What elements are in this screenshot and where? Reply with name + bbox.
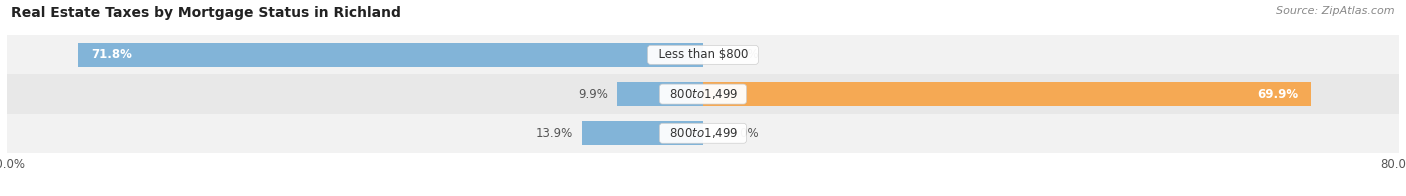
Text: Real Estate Taxes by Mortgage Status in Richland: Real Estate Taxes by Mortgage Status in … — [11, 6, 401, 20]
Text: 0.0%: 0.0% — [730, 127, 759, 140]
Bar — [703, 82, 1312, 106]
Text: 71.8%: 71.8% — [91, 48, 132, 61]
Text: $800 to $1,499: $800 to $1,499 — [662, 87, 744, 101]
Bar — [617, 82, 703, 106]
Text: 13.9%: 13.9% — [536, 127, 574, 140]
Text: 0.0%: 0.0% — [730, 48, 759, 61]
Bar — [7, 74, 1399, 114]
Bar — [7, 35, 1399, 74]
Text: Less than $800: Less than $800 — [651, 48, 755, 61]
Text: $800 to $1,499: $800 to $1,499 — [662, 126, 744, 140]
Bar — [79, 43, 703, 67]
Bar — [582, 121, 703, 145]
Text: Source: ZipAtlas.com: Source: ZipAtlas.com — [1277, 6, 1395, 16]
Text: 9.9%: 9.9% — [578, 88, 609, 101]
Text: 69.9%: 69.9% — [1257, 88, 1298, 101]
Bar — [7, 114, 1399, 153]
